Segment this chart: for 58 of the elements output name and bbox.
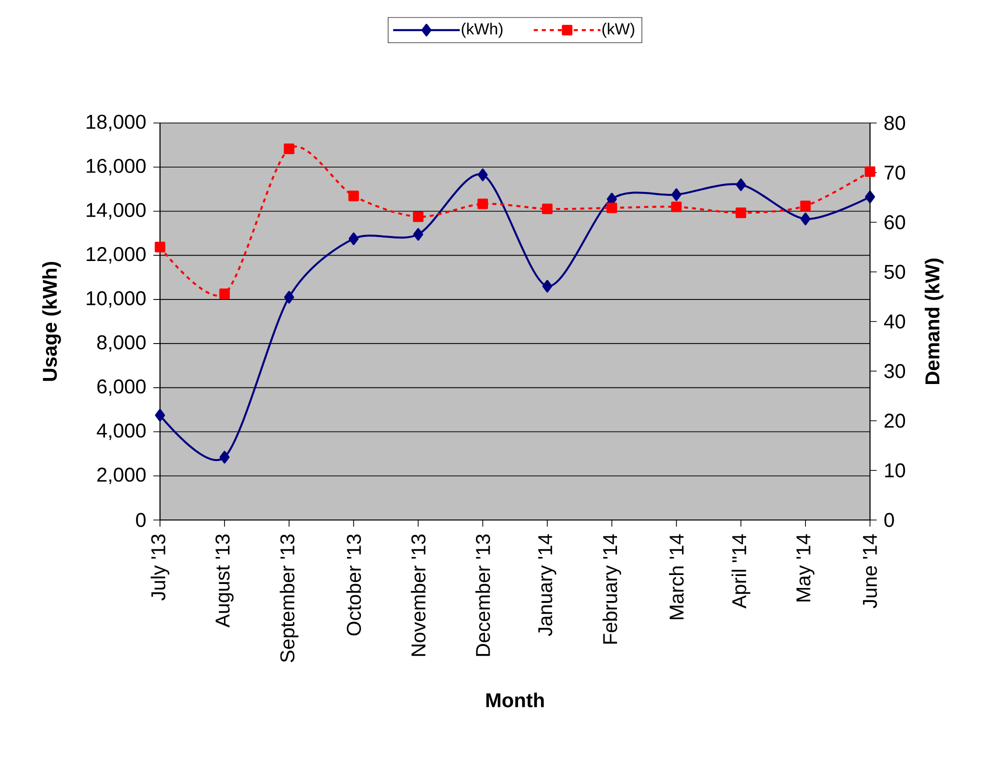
legend-label: (kWh) <box>462 22 502 38</box>
point <box>284 290 294 304</box>
point <box>413 228 424 241</box>
point <box>671 188 682 202</box>
y2-tick-label: 10 <box>885 463 906 478</box>
y2-tick-label: 20 <box>884 414 906 428</box>
point <box>154 242 166 252</box>
point <box>478 168 488 182</box>
point <box>155 408 165 422</box>
point <box>542 280 552 293</box>
point <box>348 232 359 246</box>
y-tick-label: 4,000 <box>96 424 146 440</box>
y-tick-label: 6,000 <box>97 379 146 396</box>
x-tick-label: August '13 <box>215 534 234 628</box>
y-tick-label: 14,000 <box>86 202 146 220</box>
point <box>412 212 424 222</box>
x-tick-label: January '14 <box>538 534 556 636</box>
y-tick-label: 2,000 <box>97 468 146 484</box>
y2-tick-label: 40 <box>884 314 906 329</box>
y2-tick-label: 70 <box>884 166 906 180</box>
point <box>220 450 230 464</box>
x-tick-label: February '14 <box>602 534 622 644</box>
point <box>736 208 746 218</box>
y-tick-label: 10,000 <box>86 291 146 308</box>
point <box>800 200 811 212</box>
x-tick-label: September '13 <box>280 534 298 662</box>
point <box>542 204 553 214</box>
y-axis-title: Usage (kWh) <box>42 262 61 381</box>
point <box>606 202 618 214</box>
y2-tick-label: 0 <box>884 512 894 528</box>
x-tick-label: June '14 <box>863 534 877 608</box>
point <box>671 202 682 212</box>
y2-tick-label: 30 <box>884 364 906 378</box>
point <box>348 190 359 202</box>
y-tick-label: 12,000 <box>86 247 146 264</box>
y2-axis-title: Demand (kW) <box>924 258 944 384</box>
y-tick-label: 0 <box>136 512 146 528</box>
y2-tick-label: 80 <box>884 116 906 130</box>
x-tick-label: July '13 <box>150 534 170 600</box>
y-tick-label: 18,000 <box>86 114 146 132</box>
y-tick-label: 8,000 <box>97 335 146 352</box>
y2-tick-label: 60 <box>884 215 906 230</box>
y-tick-label: 16,000 <box>86 158 146 176</box>
x-axis-title: Month <box>486 692 544 708</box>
point <box>736 178 746 192</box>
x-tick-label: December '13 <box>475 534 490 656</box>
point <box>800 212 810 226</box>
legend-label: (kW) <box>602 22 634 38</box>
y2-tick-label: 50 <box>884 264 906 279</box>
x-tick-label: March '14 <box>669 534 684 620</box>
x-tick-label: October '13 <box>346 534 361 636</box>
x-tick-label: November '13 <box>410 534 426 656</box>
point <box>477 198 488 210</box>
point <box>219 288 230 299</box>
point <box>864 166 876 177</box>
x-tick-label: May '14 <box>796 534 814 602</box>
x-tick-label: April "14 <box>732 534 750 608</box>
point <box>284 144 294 154</box>
